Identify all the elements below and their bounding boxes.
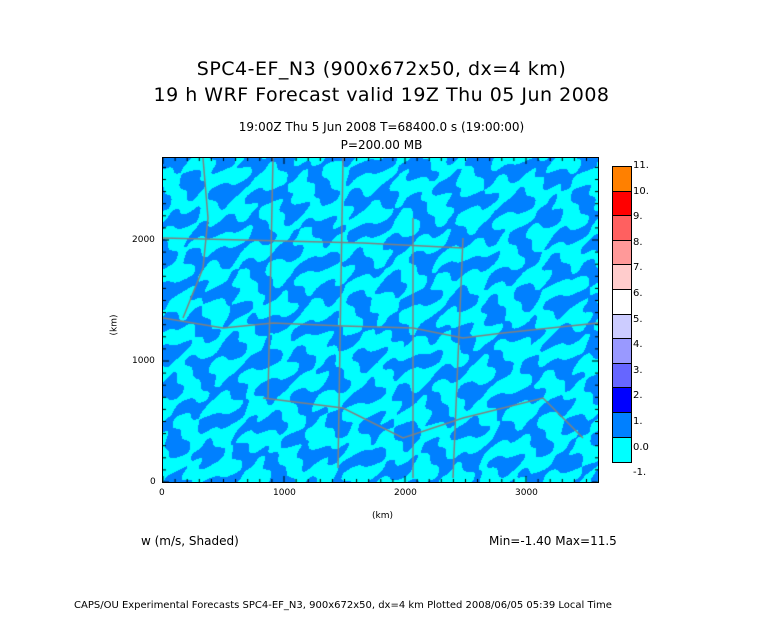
pressure-level: P=200.00 MB bbox=[340, 138, 423, 152]
colorbar-swatch bbox=[613, 216, 631, 241]
y-tick-label: 0 bbox=[150, 477, 156, 487]
colorbar-swatch bbox=[613, 167, 631, 192]
footer-credit: CAPS/OU Experimental Forecasts SPC4-EF_N… bbox=[74, 600, 612, 611]
x-tick-label: 2000 bbox=[394, 488, 417, 498]
y-tick-label: 1000 bbox=[132, 356, 155, 366]
colorbar-label: 6. bbox=[633, 288, 643, 299]
valid-time: 19:00Z Thu 5 Jun 2008 T=68400.0 s (19:00… bbox=[238, 120, 525, 134]
colorbar-label: 2. bbox=[633, 390, 643, 402]
colorbar-label: 5. bbox=[633, 313, 643, 325]
x-axis-label: (km) bbox=[372, 511, 394, 521]
x-tick-label: 1000 bbox=[273, 488, 296, 498]
colorbar-swatch bbox=[613, 289, 631, 315]
plot-title: SPC4-EF_N3 (900x672x50, dx=4 km) bbox=[196, 58, 567, 80]
colorbar-label: 10. bbox=[633, 185, 649, 197]
y-tick-label: 2000 bbox=[132, 235, 155, 245]
y-axis-label: (km) bbox=[109, 314, 120, 336]
colorbar-swatch bbox=[613, 314, 631, 340]
colorbar-swatch bbox=[613, 240, 631, 266]
field-stats: Min=-1.40 Max=11.5 bbox=[489, 534, 617, 548]
forecast-title: 19 h WRF Forecast valid 19Z Thu 05 Jun 2… bbox=[153, 84, 610, 106]
colorbar-label: 1. bbox=[633, 416, 643, 427]
colorbar-label: 4. bbox=[633, 339, 643, 351]
colorbar-label: -1. bbox=[633, 467, 647, 479]
colorbar-swatch bbox=[613, 339, 631, 364]
x-tick-label: 3000 bbox=[515, 488, 538, 498]
colorbar-swatch bbox=[613, 388, 631, 413]
vertical-velocity-shading bbox=[163, 158, 598, 482]
colorbar-label: 8. bbox=[633, 236, 643, 248]
colorbar bbox=[612, 166, 632, 464]
colorbar-label: 3. bbox=[633, 364, 643, 376]
x-tick-label: 0 bbox=[159, 488, 165, 498]
colorbar-label: 11. bbox=[633, 160, 649, 171]
colorbar-swatch bbox=[613, 363, 631, 389]
colorbar-swatch bbox=[613, 265, 631, 290]
colorbar-label: 9. bbox=[633, 211, 643, 223]
field-name: w (m/s, Shaded) bbox=[141, 534, 239, 548]
colorbar-swatch bbox=[613, 191, 631, 217]
colorbar-label: 0.0 bbox=[633, 441, 649, 453]
map-field bbox=[162, 157, 599, 483]
colorbar-swatch bbox=[613, 437, 631, 463]
colorbar-label: 7. bbox=[633, 262, 643, 274]
colorbar-swatch bbox=[613, 412, 631, 438]
